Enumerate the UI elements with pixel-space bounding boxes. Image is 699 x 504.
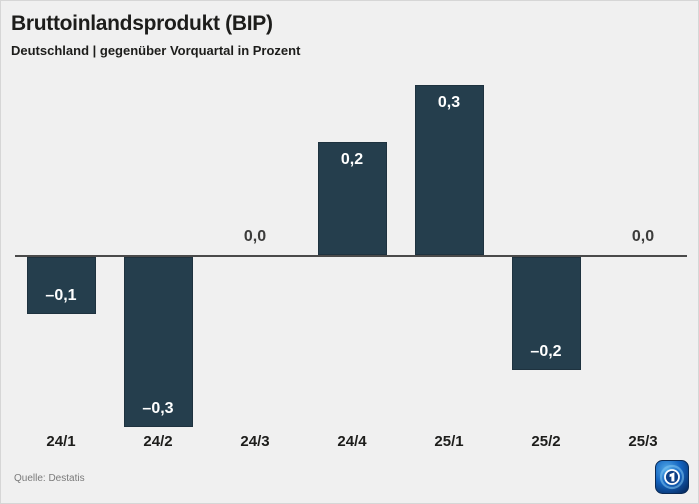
bar-value-label: –0,3 — [142, 400, 174, 417]
x-axis-label-24-1: 24/1 — [46, 433, 76, 450]
x-axis-label-25-1: 25/1 — [434, 433, 464, 450]
bar-value-label: –0,2 — [530, 343, 562, 360]
zero-value-label: 0,0 — [631, 228, 655, 245]
source-note: Quelle: Destatis — [14, 473, 85, 484]
x-axis-label-24-2: 24/2 — [143, 433, 173, 450]
x-axis-label-24-3: 24/3 — [240, 433, 270, 450]
zero-value-label: 0,0 — [243, 228, 267, 245]
bar-25-2: –0,2 — [511, 257, 581, 370]
bar-value-label: 0,3 — [437, 94, 461, 111]
bar-25-1: 0,3 — [414, 85, 484, 255]
bar-value-label: 0,2 — [340, 151, 364, 168]
bar-value-label: –0,1 — [45, 287, 77, 304]
x-axis-label-24-4: 24/4 — [337, 433, 367, 450]
x-axis-label-25-2: 25/2 — [531, 433, 561, 450]
page-title: Bruttoinlandsprodukt (BIP) — [11, 12, 273, 35]
ard-logo-icon — [655, 460, 689, 494]
zero-axis-line — [15, 255, 687, 257]
bar-24-1: –0,1 — [26, 257, 96, 314]
x-axis-label-25-3: 25/3 — [628, 433, 658, 450]
page-subtitle: Deutschland | gegenüber Vorquartal in Pr… — [11, 43, 301, 58]
bar-24-4: 0,2 — [317, 142, 387, 255]
bar-24-2: –0,3 — [123, 257, 193, 427]
